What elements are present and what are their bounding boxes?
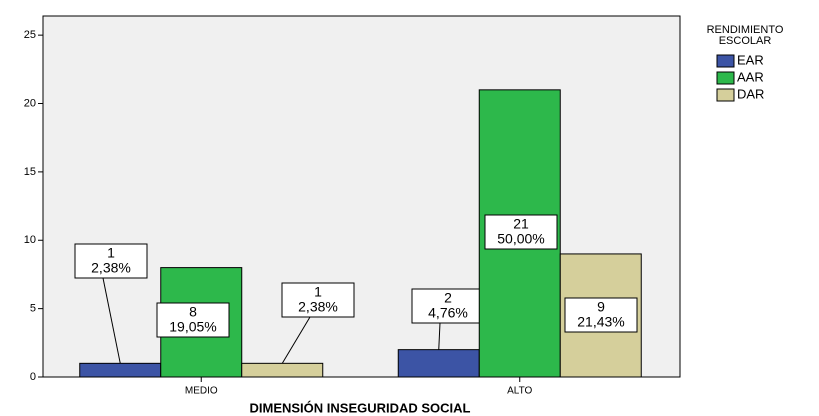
legend-swatch: [716, 88, 735, 102]
data-label: 1: [314, 284, 322, 300]
data-label: 2: [444, 290, 452, 306]
x-axis-label: DIMENSIÓN INSEGURIDAD SOCIAL: [249, 400, 470, 415]
data-label: 4,76%: [428, 305, 468, 321]
y-tick-label: 25: [24, 29, 36, 41]
y-tick-label: 10: [24, 234, 36, 246]
label-box: [74, 243, 148, 279]
data-label: 9: [597, 299, 605, 315]
label-leader: [102, 277, 121, 364]
bar: [79, 362, 162, 378]
y-tick-label: 20: [24, 97, 36, 109]
bar: [241, 362, 324, 378]
x-tick-label: MEDIO: [185, 386, 218, 397]
label-box: [411, 288, 485, 324]
label-box: [156, 302, 230, 338]
legend-title: ESCOLAR: [719, 35, 772, 47]
y-tick-label: 15: [24, 166, 36, 178]
y-tick-label: 0: [30, 371, 36, 383]
data-label: 21: [513, 216, 529, 232]
x-tick-label: ALTO: [507, 386, 532, 397]
data-label: 19,05%: [169, 319, 216, 335]
legend-title: RENDIMIENTO: [707, 24, 784, 36]
y-tick-label: 5: [30, 303, 36, 315]
data-label: 50,00%: [497, 231, 544, 247]
data-label: 8: [189, 304, 197, 320]
legend-label: AAR: [737, 69, 764, 84]
label-box: [484, 214, 558, 250]
legend-swatch: [716, 54, 735, 68]
label-box: [281, 282, 355, 318]
bar: [397, 349, 480, 378]
data-label: 2,38%: [91, 260, 131, 276]
legend-label: DAR: [737, 86, 764, 101]
data-label: 2,38%: [298, 299, 338, 315]
data-label: 1: [107, 245, 115, 261]
label-box: [564, 297, 638, 333]
legend-label: EAR: [737, 52, 764, 67]
legend-swatch: [716, 71, 735, 85]
label-leader: [438, 322, 441, 350]
data-label: 21,43%: [577, 314, 624, 330]
label-leader: [281, 316, 311, 364]
